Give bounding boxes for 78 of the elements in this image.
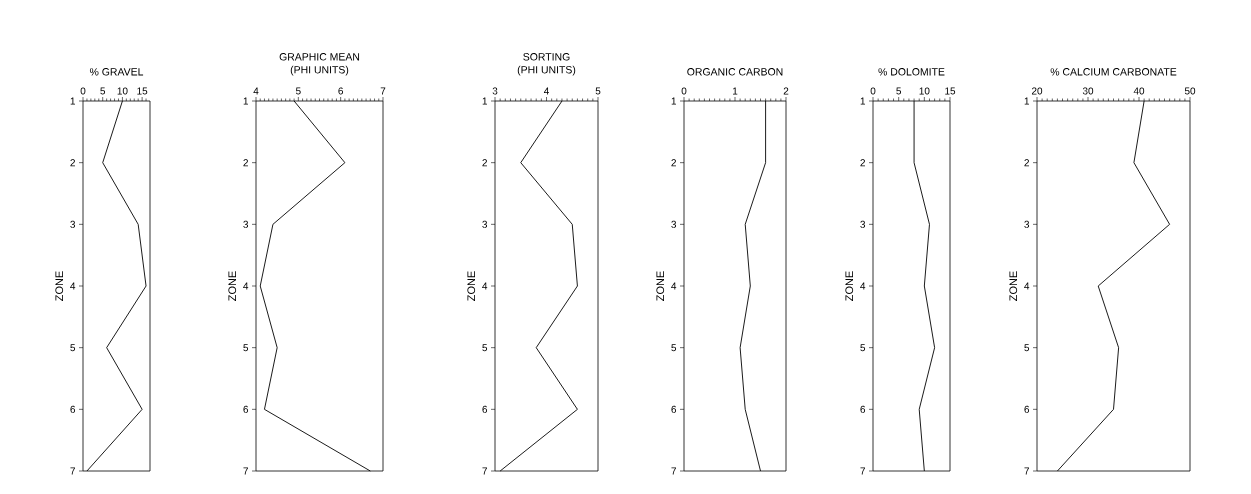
y-tick-label: 7 [70, 467, 75, 475]
y-tick-label: 3 [671, 220, 677, 228]
y-tick-label: 6 [1024, 405, 1030, 413]
x-tick-label: 10 [117, 87, 128, 95]
y-tick-label: 4 [1024, 282, 1030, 290]
x-tick-label: 5 [896, 87, 902, 95]
y-axis-title: ZONE [55, 271, 64, 301]
y-tick-label: 5 [671, 344, 677, 352]
x-tick-label: 10 [919, 87, 930, 95]
x-tick-label: 1 [733, 87, 738, 95]
x-tick-label: 0 [80, 87, 86, 95]
x-tick-label: 15 [137, 87, 148, 95]
x-tick-label: 15 [945, 87, 956, 95]
chart-subtitle: (PHI UNITS) [517, 65, 576, 76]
y-tick-label: 1 [482, 97, 488, 105]
x-tick-label: 4 [543, 87, 549, 95]
x-tick-label: 50 [1184, 87, 1196, 95]
x-tick-label: 0 [870, 87, 876, 95]
x-tick-label: 4 [253, 87, 259, 95]
y-tick-label: 4 [482, 282, 488, 290]
y-tick-label: 3 [482, 220, 488, 228]
y-tick-label: 4 [671, 282, 677, 290]
x-tick-label: 6 [338, 87, 344, 95]
x-tick-label: 30 [1082, 87, 1094, 95]
y-tick-label: 1 [70, 97, 75, 105]
x-tick-label: 5 [295, 87, 301, 95]
y-tick-label: 4 [243, 282, 249, 290]
x-tick-label: 2 [783, 87, 789, 95]
y-tick-label: 1 [860, 97, 866, 105]
x-tick-label: 5 [100, 87, 106, 95]
y-tick-label: 7 [860, 467, 865, 475]
y-tick-label: 7 [1024, 467, 1029, 475]
chart-title: ORGANIC CARBON [687, 68, 783, 76]
y-tick-label: 7 [243, 467, 248, 475]
x-tick-label: 20 [1031, 87, 1043, 95]
y-axis-title: ZONE [467, 271, 476, 301]
chart-title: % DOLOMITE [878, 68, 945, 76]
y-tick-label: 1 [671, 97, 677, 105]
y-tick-label: 7 [482, 467, 487, 475]
y-axis-title: ZONE [1009, 271, 1018, 301]
y-tick-label: 2 [70, 159, 75, 167]
y-tick-label: 2 [671, 159, 676, 167]
y-tick-label: 6 [243, 405, 249, 413]
y-tick-label: 1 [1024, 97, 1030, 105]
y-tick-label: 2 [860, 159, 865, 167]
y-tick-label: 6 [671, 405, 677, 413]
x-tick-label: 5 [595, 87, 601, 95]
y-tick-label: 2 [482, 159, 487, 167]
chart-title: % CALCIUM CARBONATE [1050, 68, 1177, 76]
y-tick-label: 5 [70, 344, 76, 352]
y-tick-label: 3 [860, 220, 866, 228]
y-tick-label: 4 [70, 282, 76, 290]
y-tick-label: 3 [70, 220, 76, 228]
chart-title: SORTING [523, 53, 570, 61]
y-tick-label: 5 [860, 344, 866, 352]
x-tick-label: 7 [380, 87, 386, 95]
y-tick-label: 3 [1024, 220, 1030, 228]
y-tick-label: 2 [1024, 159, 1029, 167]
y-tick-label: 5 [482, 344, 488, 352]
y-axis-title: ZONE [845, 271, 854, 301]
x-tick-label: 40 [1133, 87, 1145, 95]
y-tick-label: 5 [1024, 344, 1030, 352]
y-tick-label: 7 [671, 467, 676, 475]
chart-subtitle: (PHI UNITS) [290, 65, 349, 76]
y-tick-label: 5 [243, 344, 249, 352]
x-tick-label: 0 [681, 87, 687, 95]
y-tick-label: 6 [70, 405, 76, 413]
y-tick-label: 6 [482, 405, 488, 413]
chart-title: % GRAVEL [89, 68, 144, 76]
x-tick-label: 3 [492, 87, 498, 95]
y-tick-label: 2 [243, 159, 248, 167]
y-tick-label: 3 [243, 220, 249, 228]
y-tick-label: 4 [860, 282, 866, 290]
y-tick-label: 6 [860, 405, 866, 413]
y-tick-label: 1 [243, 97, 248, 105]
y-axis-title: ZONE [228, 271, 237, 301]
y-axis-title: ZONE [656, 271, 665, 301]
chart-title: GRAPHIC MEAN [279, 53, 360, 61]
